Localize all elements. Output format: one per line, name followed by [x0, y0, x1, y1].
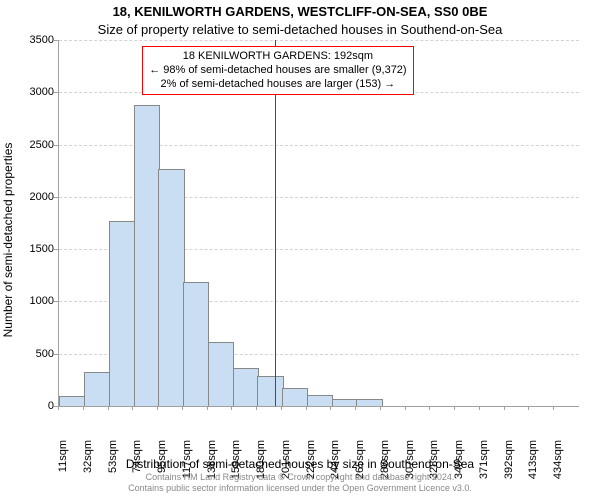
annotation-line: 2% of semi-detached houses are larger (1…: [149, 78, 406, 92]
x-tick-mark: [281, 406, 282, 410]
histogram-bar: [134, 105, 160, 406]
gridline: [59, 40, 579, 41]
y-tick-mark: [54, 145, 58, 146]
histogram-bar: [109, 221, 135, 406]
x-tick-mark: [256, 406, 257, 410]
y-tick-mark: [54, 40, 58, 41]
credits: Contains HM Land Registry data © Crown c…: [0, 472, 600, 494]
x-tick-mark: [83, 406, 84, 410]
y-tick-mark: [54, 249, 58, 250]
y-tick-label: 1000: [14, 295, 54, 307]
x-tick-mark: [58, 406, 59, 410]
x-tick-mark: [132, 406, 133, 410]
x-tick-mark: [207, 406, 208, 410]
x-tick-mark: [528, 406, 529, 410]
histogram-bar: [84, 372, 110, 406]
y-tick-label: 500: [14, 348, 54, 360]
y-tick-label: 2500: [14, 139, 54, 151]
y-tick-mark: [54, 301, 58, 302]
x-tick-mark: [306, 406, 307, 410]
credit-line-1: Contains HM Land Registry data © Crown c…: [146, 472, 455, 482]
y-tick-label: 1500: [14, 243, 54, 255]
histogram-bar: [208, 342, 234, 406]
chart-title-line1: 18, KENILWORTH GARDENS, WESTCLIFF-ON-SEA…: [0, 4, 600, 19]
histogram-bar: [59, 396, 85, 406]
annotation-line: 18 KENILWORTH GARDENS: 192sqm: [149, 50, 406, 64]
x-tick-mark: [182, 406, 183, 410]
x-tick-mark: [553, 406, 554, 410]
y-tick-mark: [54, 197, 58, 198]
histogram-bar: [332, 399, 358, 406]
y-tick-label: 3500: [14, 34, 54, 46]
y-axis-label: Number of semi-detached properties: [1, 143, 15, 338]
x-tick-mark: [405, 406, 406, 410]
x-tick-mark: [479, 406, 480, 410]
histogram-bar: [183, 282, 209, 406]
histogram-bar: [356, 399, 382, 406]
x-tick-mark: [157, 406, 158, 410]
x-tick-mark: [231, 406, 232, 410]
credit-line-2: Contains public sector information licen…: [128, 483, 472, 493]
x-tick-mark: [355, 406, 356, 410]
histogram-bar: [257, 376, 283, 406]
x-tick-mark: [108, 406, 109, 410]
y-tick-mark: [54, 92, 58, 93]
plot-area: 18 KENILWORTH GARDENS: 192sqm← 98% of se…: [58, 40, 579, 407]
x-tick-mark: [429, 406, 430, 410]
y-tick-label: 3000: [14, 86, 54, 98]
annotation-line: ← 98% of semi-detached houses are smalle…: [149, 64, 406, 78]
chart-title-line2: Size of property relative to semi-detach…: [0, 22, 600, 37]
y-tick-mark: [54, 354, 58, 355]
histogram-bar: [282, 388, 308, 406]
x-tick-mark: [330, 406, 331, 410]
annotation-box: 18 KENILWORTH GARDENS: 192sqm← 98% of se…: [142, 46, 413, 95]
x-tick-mark: [504, 406, 505, 410]
x-tick-mark: [454, 406, 455, 410]
y-tick-label: 2000: [14, 191, 54, 203]
histogram-bar: [307, 395, 333, 406]
y-tick-label: 0: [14, 400, 54, 412]
x-tick-mark: [380, 406, 381, 410]
histogram-bar: [158, 169, 184, 406]
histogram-bar: [233, 368, 259, 406]
